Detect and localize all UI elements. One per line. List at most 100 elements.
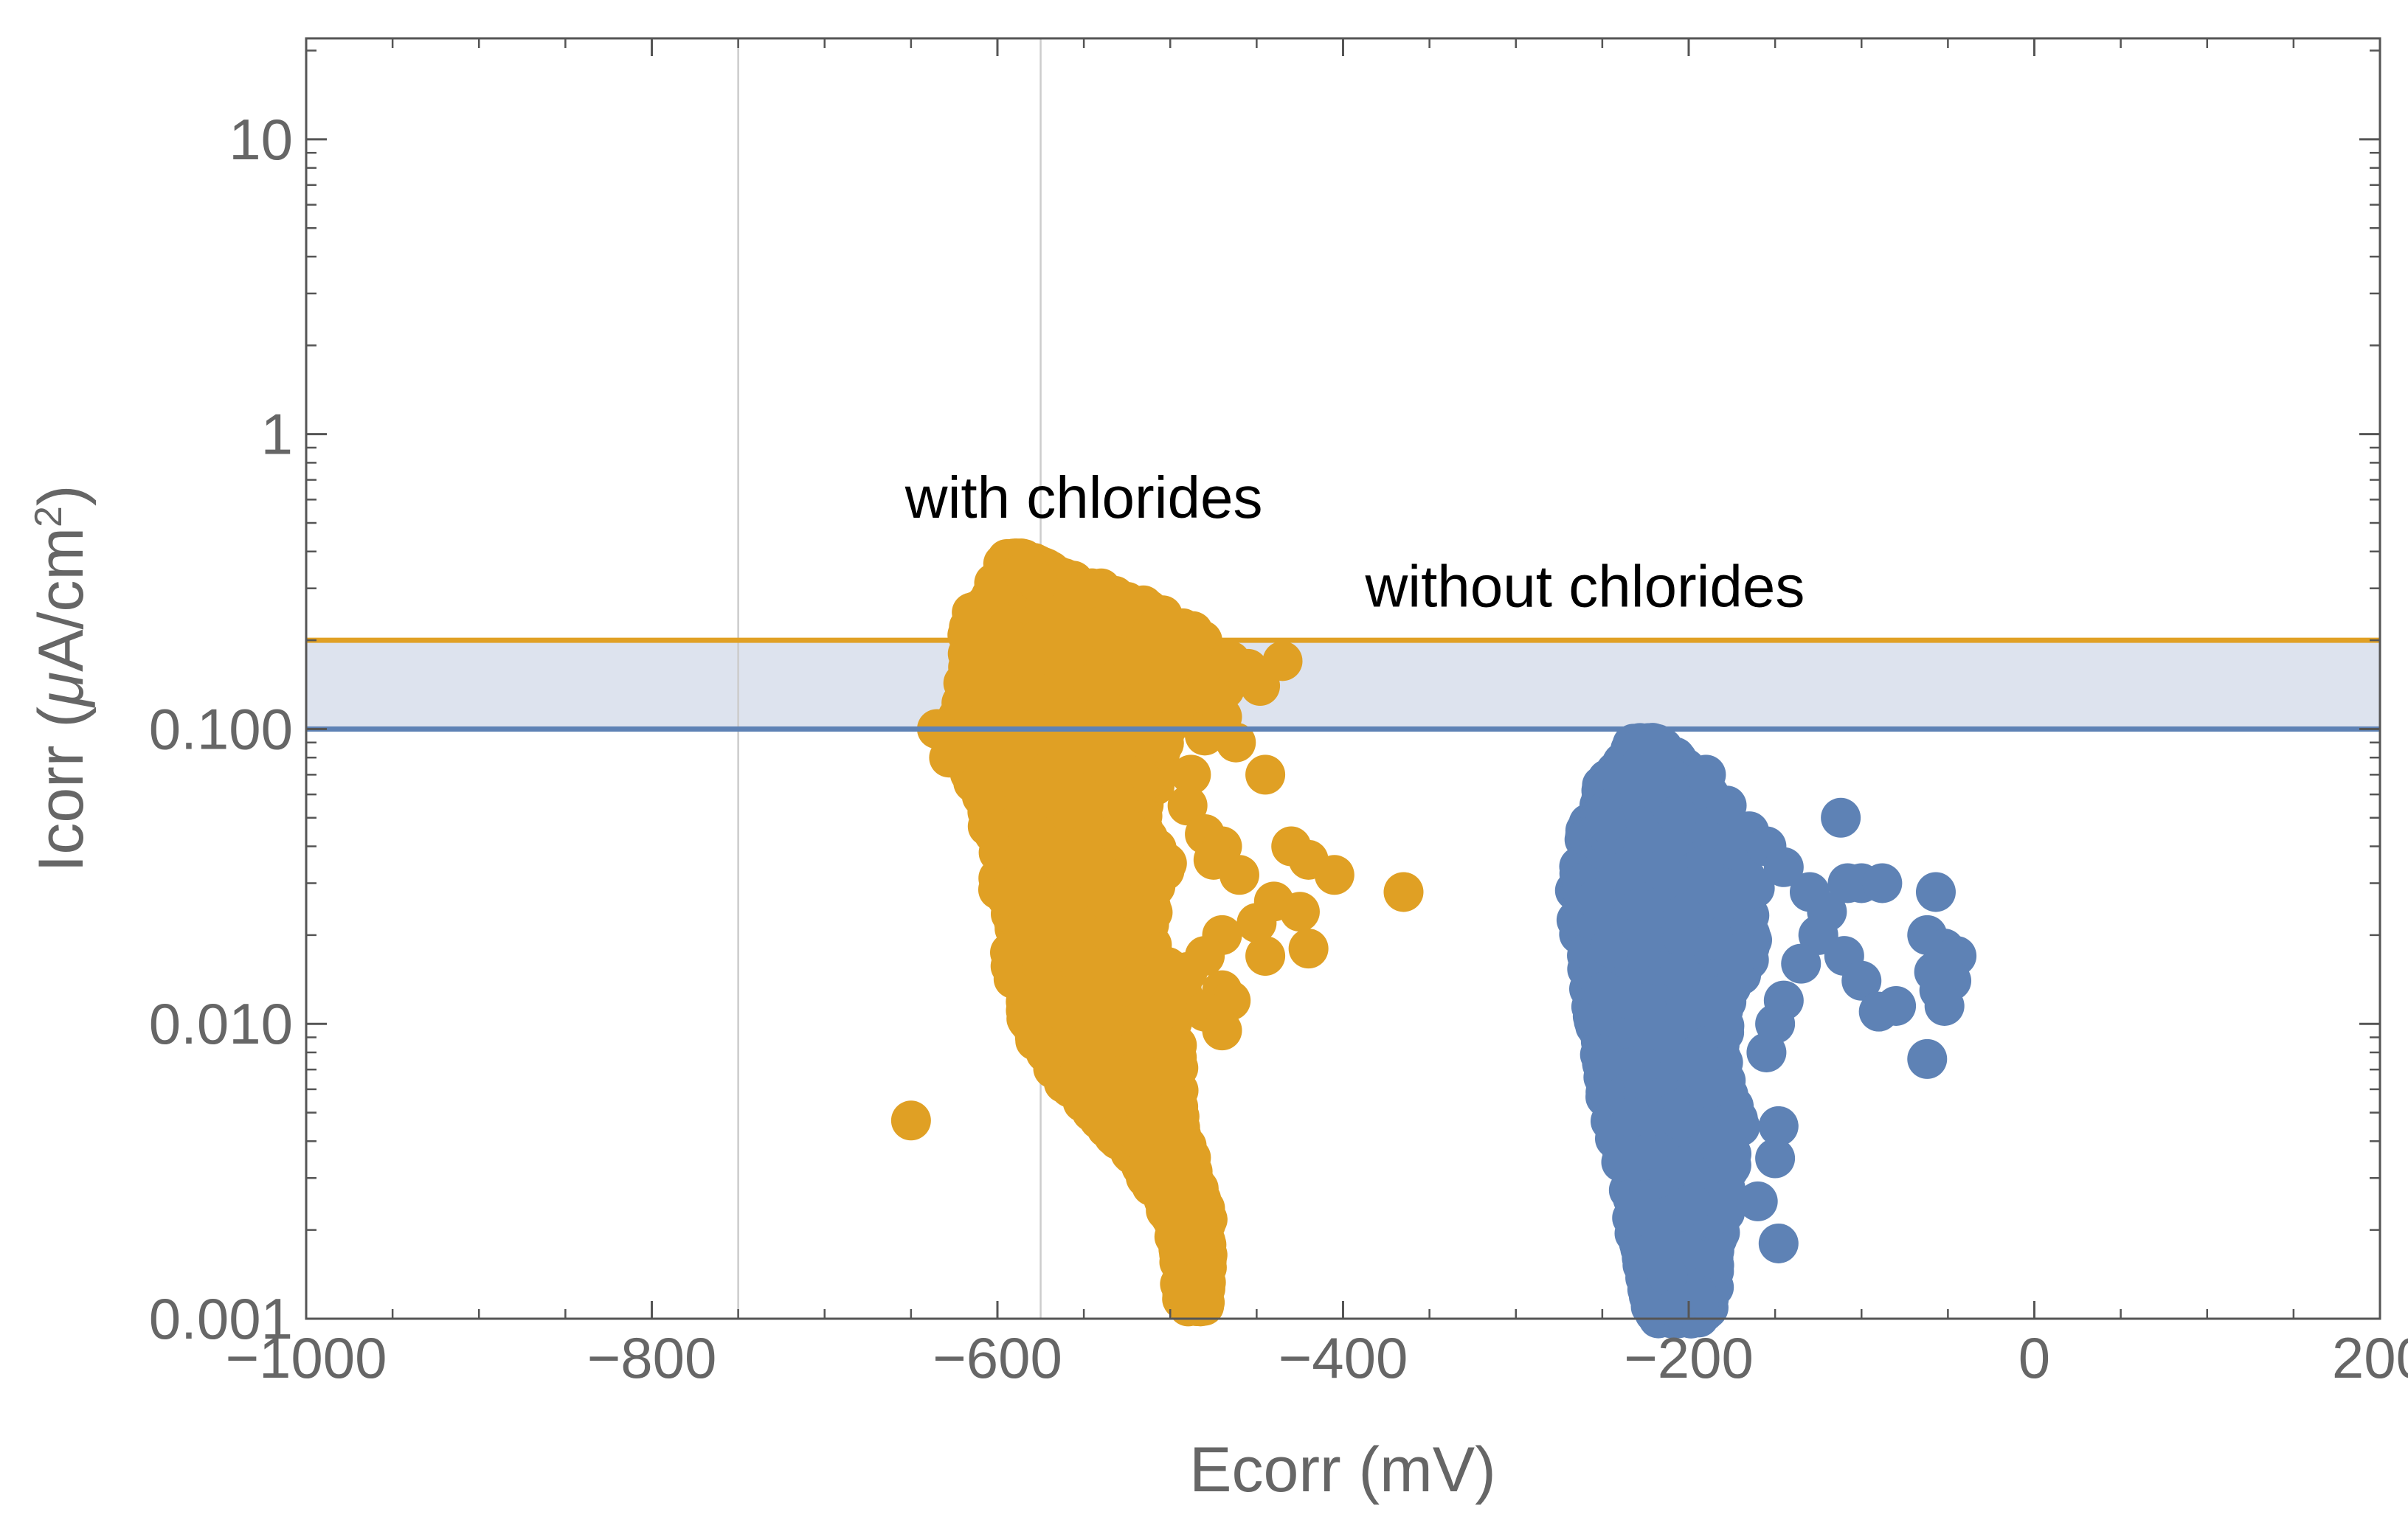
data-point	[1686, 754, 1726, 795]
data-point	[1590, 928, 1630, 968]
data-point	[1288, 929, 1329, 969]
x-tick-label: −200	[1624, 1325, 1754, 1390]
data-point	[1048, 840, 1088, 881]
data-point	[1763, 847, 1804, 887]
series-2	[1554, 723, 1977, 1339]
data-point	[1719, 869, 1760, 909]
data-point	[1076, 988, 1117, 1029]
data-point	[890, 1100, 931, 1141]
data-point	[1216, 722, 1256, 763]
y-tick-label: 10	[229, 107, 293, 172]
y-tick-label: 0.100	[149, 696, 293, 761]
x-tick-label: −1000	[225, 1325, 387, 1390]
axes	[305, 37, 2381, 1320]
data-point	[1585, 802, 1626, 843]
threshold-band-layer	[306, 640, 2380, 729]
data-point	[1576, 878, 1616, 919]
data-point	[1603, 852, 1644, 892]
data-point	[1245, 936, 1286, 976]
data-point	[1086, 690, 1127, 731]
data-point	[1245, 754, 1286, 795]
data-point	[1219, 855, 1259, 895]
data-point	[1167, 951, 1208, 992]
y-axis-label-close: )	[26, 485, 97, 506]
data-point	[1907, 1038, 1948, 1079]
x-axis-label: Ecorr (mV)	[1189, 1434, 1496, 1505]
y-tick-label: 0.010	[149, 991, 293, 1056]
data-point	[1694, 976, 1734, 1016]
data-point	[1124, 718, 1165, 759]
data-point	[1314, 855, 1354, 895]
data-point	[1116, 963, 1157, 1004]
data-point	[1627, 1134, 1668, 1174]
data-point	[1262, 641, 1303, 681]
data-point	[1611, 1097, 1652, 1137]
data-point	[1582, 1042, 1622, 1083]
data-point	[1663, 895, 1703, 935]
series-1	[890, 538, 1424, 1327]
data-point	[1876, 985, 1917, 1026]
data-point	[1383, 872, 1424, 912]
data-point	[1084, 1076, 1125, 1117]
data-point	[1185, 715, 1225, 756]
data-point	[1003, 552, 1043, 593]
data-point	[1099, 814, 1139, 855]
y-axis-label-superscript: 2	[27, 506, 70, 527]
data-point	[1618, 929, 1658, 970]
data-point	[1129, 1151, 1170, 1191]
annotation-label: with chlorides	[904, 465, 1263, 530]
data-point	[1089, 912, 1129, 953]
data-point	[1141, 602, 1182, 642]
y-axis-label-mu: μ	[26, 672, 97, 708]
data-point	[990, 932, 1031, 973]
data-point	[1659, 951, 1700, 992]
data-point	[1112, 636, 1152, 677]
x-tick-label: −400	[1279, 1325, 1408, 1390]
data-point	[1202, 1010, 1242, 1051]
y-tick-label: 0.001	[149, 1286, 293, 1351]
data-point	[1656, 1288, 1697, 1328]
data-point	[1056, 735, 1096, 775]
x-tick-label: 200	[2332, 1325, 2408, 1390]
data-point	[1147, 673, 1188, 714]
data-point	[1841, 960, 1882, 1001]
data-point	[1672, 1184, 1712, 1224]
data-point	[1706, 1132, 1746, 1173]
x-tick-label: −600	[933, 1325, 1062, 1390]
data-point	[1630, 752, 1670, 793]
data-point	[1142, 991, 1183, 1031]
data-point	[1693, 1238, 1734, 1279]
data-point	[1641, 850, 1681, 890]
data-point	[1107, 581, 1147, 622]
annotation-label: without chlorides	[1365, 554, 1805, 620]
tick-labels: −1000 −800 −600 −400 −200 0 200 0.001 0.010 0.100…	[149, 107, 2408, 1390]
threshold-lines	[306, 637, 2380, 732]
data-point	[1659, 1099, 1700, 1139]
data-point	[1737, 1181, 1778, 1221]
data-point	[1915, 872, 1956, 912]
data-point	[1025, 1033, 1066, 1073]
data-point	[1821, 797, 1861, 838]
data-point	[1142, 1106, 1183, 1147]
data-point	[1722, 932, 1762, 972]
data-point	[1065, 783, 1105, 824]
y-tick-label: 1	[261, 402, 293, 467]
data-point	[1279, 892, 1320, 932]
data-point	[1755, 1138, 1796, 1179]
data-point	[1177, 1262, 1217, 1302]
data-point	[1156, 1193, 1197, 1234]
data-point	[1924, 985, 1965, 1026]
data-point	[1034, 974, 1075, 1014]
data-point	[1155, 1048, 1196, 1089]
data-point	[1167, 785, 1208, 826]
data-point	[1118, 1049, 1158, 1089]
data-point	[1619, 1190, 1659, 1231]
data-point	[1014, 672, 1055, 712]
y-axis-label: Icorr (μA/cm2)	[26, 485, 97, 872]
data-point	[1171, 754, 1211, 795]
data-point	[1097, 779, 1138, 819]
data-point	[1689, 1068, 1730, 1109]
data-point	[984, 692, 1025, 732]
